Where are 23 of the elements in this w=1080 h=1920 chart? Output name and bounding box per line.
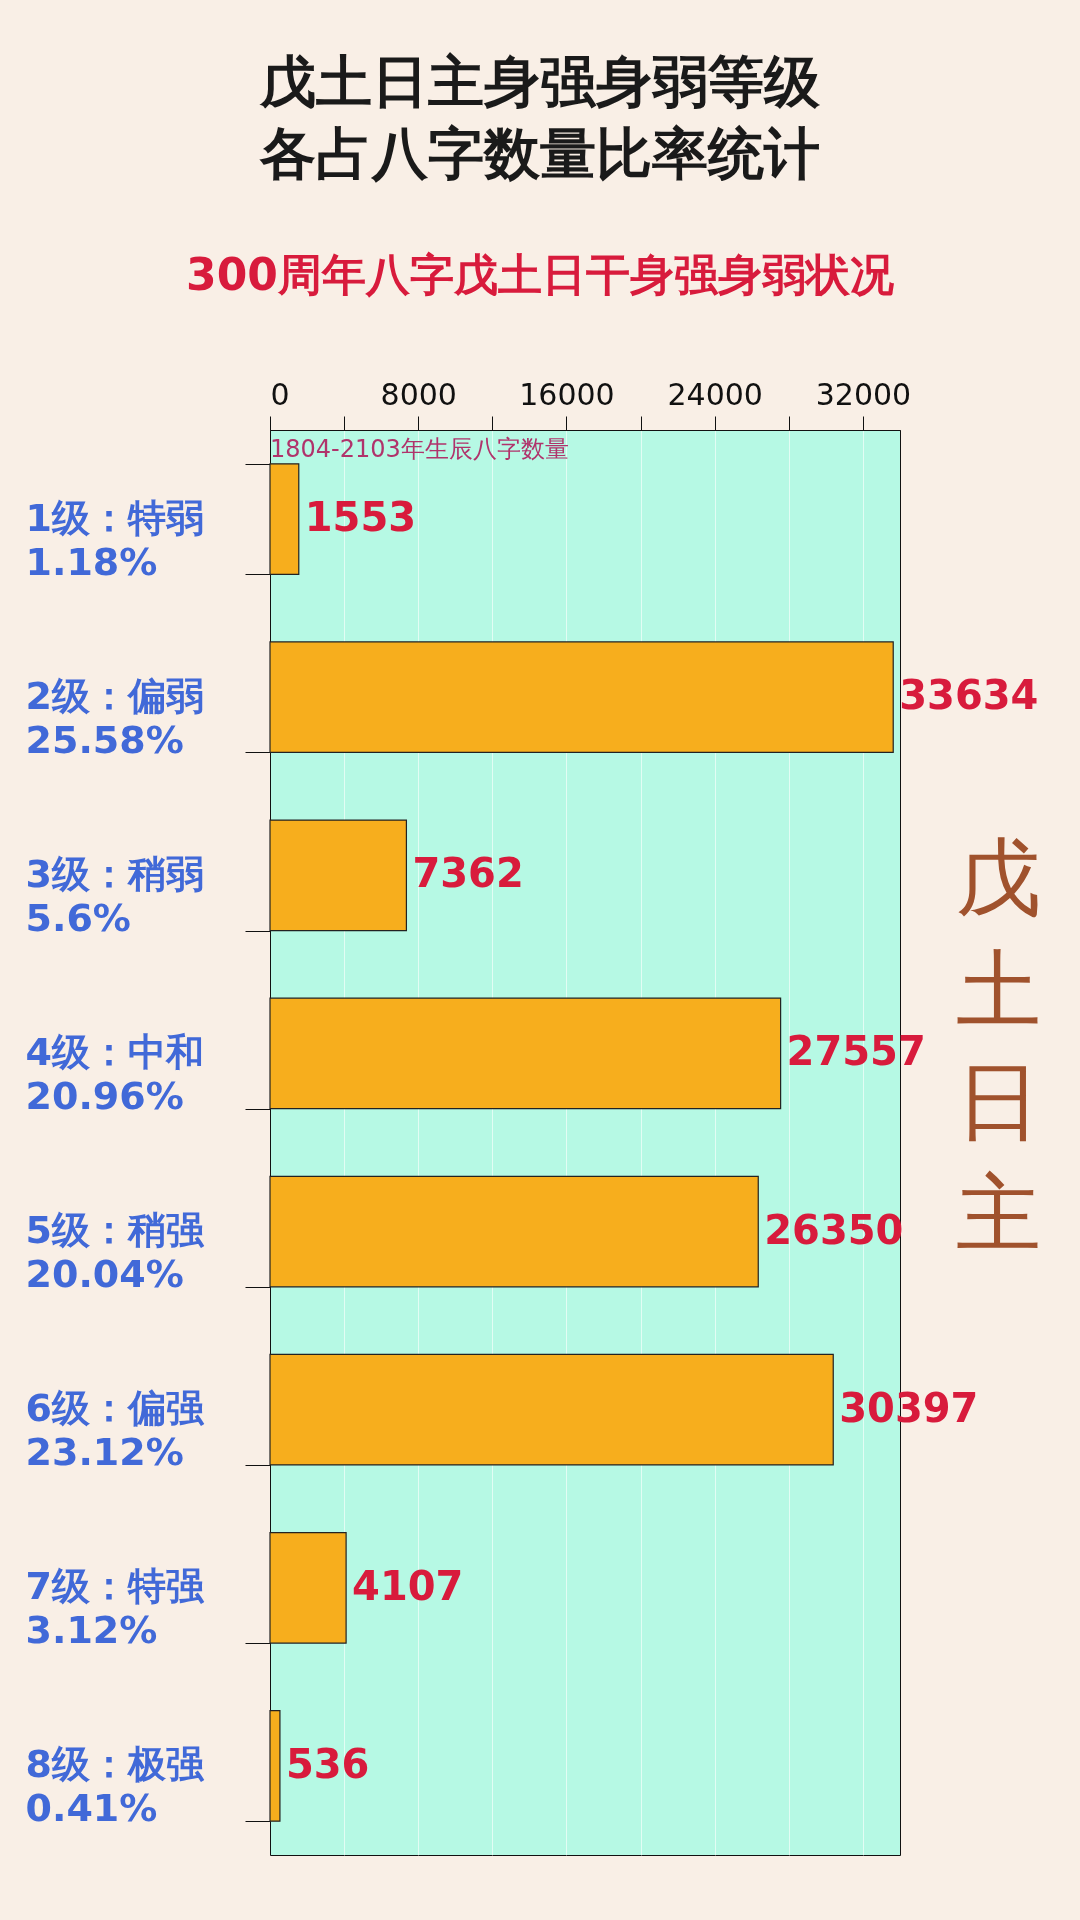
- y-tick-label: 2级：偏弱 25.58%: [25, 673, 204, 762]
- x-tick-label: 24000: [667, 376, 763, 412]
- y-tick-label: 7级：特强 3.12%: [25, 1564, 205, 1653]
- text: 各占八字数量比率统计: [260, 121, 820, 186]
- chart-subtitle: 300周年八字戊土日干身强身弱状况: [186, 249, 894, 300]
- x-tick-label: 32000: [815, 376, 912, 412]
- data-label: 536: [285, 1740, 370, 1787]
- y-tick-label: 4级：中和 20.96%: [25, 1029, 204, 1118]
- x-tick-label: 16000: [519, 376, 615, 412]
- x-axis-title: 1804-2103年生辰八字数量: [270, 435, 569, 463]
- y-tick-label: 8级：极强 0.41%: [25, 1742, 205, 1831]
- y-tick-label: 3级：稍弱 5.6%: [25, 851, 204, 940]
- data-label: 1553: [304, 494, 417, 541]
- data-label: 7362: [412, 850, 524, 897]
- x-tick-label: 0: [270, 376, 290, 412]
- data-label: 4107: [352, 1562, 464, 1609]
- y-tick-label: 6级：偏强 23.12%: [25, 1386, 205, 1475]
- y-tick-label: 5级：稍强 20.04%: [25, 1208, 205, 1297]
- x-tick-label: 8000: [380, 376, 457, 412]
- data-label: 33634: [899, 672, 1039, 719]
- text: 戊土日主: [955, 828, 1041, 1263]
- y-tick-label: 1级：特弱 1.18%: [25, 495, 204, 584]
- text: 戊土日主身强身弱等级: [260, 49, 820, 114]
